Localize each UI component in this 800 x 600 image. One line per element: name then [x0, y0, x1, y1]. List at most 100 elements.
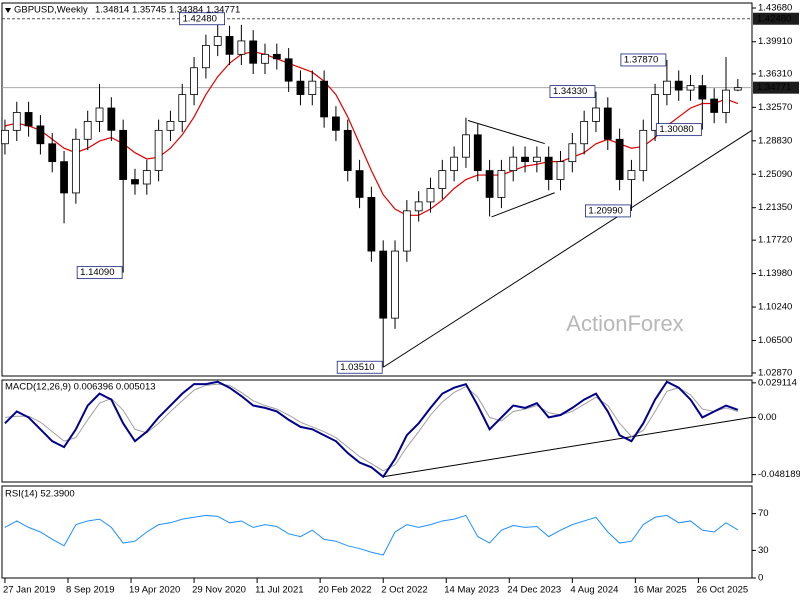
candle-body: [497, 170, 506, 198]
y-tick-label: 0.029114: [758, 377, 797, 388]
candle-body: [355, 170, 364, 198]
candle-body: [627, 170, 636, 180]
annotation-box: [585, 204, 631, 218]
x-tick-label: 8 Sep 2019: [66, 585, 115, 596]
candle-body: [296, 80, 305, 95]
candle-body: [142, 170, 151, 185]
quote: 1.34814 1.35745 1.34384 1.34771: [95, 5, 240, 16]
candle-body: [71, 138, 80, 194]
annotation-label: 1.30080: [659, 124, 693, 135]
candle-body: [402, 210, 411, 252]
candle-body: [580, 121, 589, 145]
annotation-box: [336, 360, 383, 374]
y-tick-label: 1.21350: [758, 202, 792, 213]
candle-body: [698, 85, 707, 100]
indicator-line: [4, 514, 739, 556]
candle-body: [462, 134, 470, 158]
candle-body: [83, 121, 92, 140]
y-tick-label: 1.39910: [758, 36, 792, 47]
candle-body: [131, 179, 139, 185]
y-tick-label: 1.10240: [758, 302, 792, 313]
candle-body: [603, 107, 612, 140]
chart-title: GBPUSD,Weekly: [14, 5, 88, 16]
x-tick-label: 16 Mar 2025: [633, 585, 686, 596]
x-tick-label: 4 Aug 2024: [570, 585, 618, 596]
price-panel: [1, 2, 753, 377]
candle-body: [1, 129, 9, 145]
candle-body: [639, 129, 648, 171]
x-tick-label: 29 Nov 2020: [192, 585, 246, 596]
candle-body: [343, 129, 352, 171]
rsi-panel: [1, 485, 753, 579]
level-label: 1.34771: [757, 82, 791, 93]
x-tick-label: 11 Jul 2021: [255, 585, 303, 596]
y-tick-label: 1.36310: [758, 68, 792, 79]
candle-body: [556, 161, 565, 180]
candle-body: [367, 197, 376, 252]
y-tick-label: 1.28830: [758, 135, 792, 146]
candle-body: [521, 156, 529, 163]
candle-body: [426, 188, 435, 203]
candle-body: [438, 170, 447, 189]
y-tick-label: 1.32570: [758, 102, 792, 113]
candle-body: [509, 156, 518, 171]
x-tick-label: 26 Oct 2025: [696, 585, 748, 596]
y-tick-label: 1.43680: [758, 3, 792, 14]
candle-body: [379, 250, 388, 319]
candle-body: [308, 80, 317, 95]
candle-body: [249, 40, 258, 64]
candle-body: [473, 134, 482, 171]
annotation-box: [655, 123, 702, 137]
x-tick-label: 24 Dec 2023: [507, 585, 561, 596]
candle-body: [722, 89, 730, 113]
y-tick-label: 1.02870: [758, 367, 792, 378]
annotation-box: [179, 12, 226, 26]
candle-body: [544, 156, 553, 180]
candle-body: [733, 87, 742, 91]
candle-body: [332, 116, 340, 131]
y-tick-label: 1.17720: [758, 235, 792, 246]
annotation-box: [620, 53, 667, 67]
candle-body: [485, 170, 494, 198]
moving-average: [4, 51, 739, 216]
rsi-title: RSI(14) 52.3900: [5, 489, 75, 500]
annotation-label: 1.37870: [624, 54, 658, 65]
candle-body: [261, 53, 269, 64]
level-label-box: [753, 81, 799, 94]
annotation-label: 1.20990: [588, 205, 622, 216]
candle-body: [414, 201, 423, 212]
symbol-icon: [5, 8, 11, 13]
macd-title: MACD(12,26,9) 0.006396 0.005013: [5, 382, 156, 393]
candle-body: [662, 80, 671, 95]
annotation-label: 1.42480: [183, 13, 217, 24]
candle-body: [154, 129, 163, 171]
y-tick-label: 0.00: [758, 412, 777, 423]
annotation-label: 1.03510: [340, 362, 374, 373]
indicator-line: [4, 383, 738, 472]
indicator-line: [4, 380, 739, 479]
y-tick-label: 30: [758, 545, 769, 556]
trendline: [467, 120, 545, 145]
x-tick-label: 2 Oct 2022: [381, 585, 427, 596]
candle-body: [532, 156, 541, 163]
candle-body: [48, 143, 57, 163]
candle-body: [651, 94, 659, 131]
candle-body: [60, 161, 68, 194]
candle-body: [320, 80, 329, 118]
candle-body: [166, 121, 175, 131]
candle-body: [615, 138, 624, 180]
annotation-box: [549, 85, 596, 99]
candle-body: [95, 107, 104, 122]
candle-body: [202, 44, 210, 69]
candle-body: [225, 36, 234, 55]
candle-body: [391, 250, 399, 319]
candle-body: [450, 156, 459, 171]
trendline: [383, 416, 752, 478]
candle-body: [213, 36, 222, 46]
candle-body: [272, 53, 281, 60]
candle-body: [237, 40, 246, 55]
y-tick-label: 1.25090: [758, 169, 792, 180]
level-label-box: [753, 12, 799, 25]
trendline: [382, 130, 752, 368]
